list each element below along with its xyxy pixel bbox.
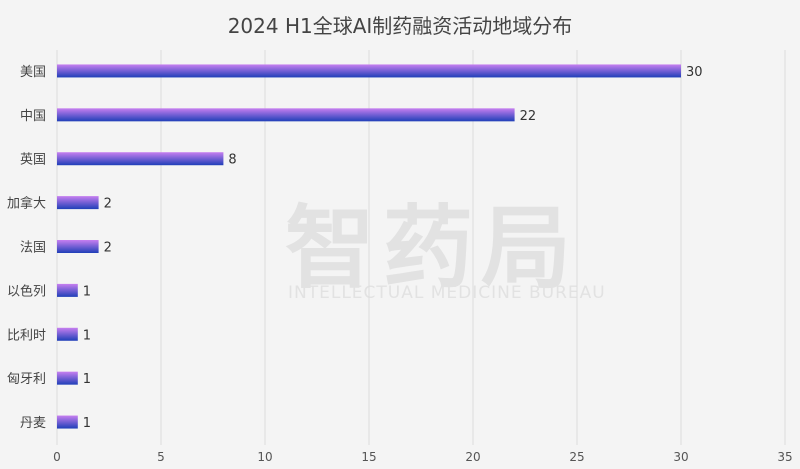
bar <box>57 371 78 385</box>
bar <box>57 108 515 122</box>
chart-title: 2024 H1全球AI制药融资活动地域分布 <box>227 14 573 38</box>
bar <box>57 283 78 297</box>
y-category-label: 比利时 <box>7 328 46 343</box>
bar <box>57 152 224 166</box>
data-label: 30 <box>686 65 703 80</box>
y-category-label: 英国 <box>20 153 46 168</box>
watermark-logo: 智药局 <box>285 196 579 301</box>
bar <box>57 240 99 253</box>
data-label: 1 <box>83 416 91 431</box>
data-label: 1 <box>83 372 91 387</box>
y-category-label: 丹麦 <box>20 416 46 431</box>
y-category-label: 中国 <box>20 109 46 124</box>
bar <box>57 415 78 429</box>
watermark-subtitle: INTELLECTUAL MEDICINE BUREAU <box>288 283 606 303</box>
bar <box>57 327 78 341</box>
data-label: 8 <box>228 153 236 168</box>
y-category-label: 以色列 <box>7 283 46 299</box>
data-label: 2 <box>104 197 112 212</box>
x-tick-label: 5 <box>157 450 165 464</box>
x-tick-label: 35 <box>777 450 792 464</box>
y-category-label: 匈牙利 <box>7 372 46 387</box>
y-category-label: 加拿大 <box>7 196 46 212</box>
data-label: 1 <box>83 284 91 299</box>
bar <box>57 196 99 210</box>
x-tick-label: 10 <box>257 450 272 464</box>
x-tick-label: 15 <box>361 450 376 464</box>
data-label: 2 <box>104 241 112 256</box>
bar <box>57 64 681 78</box>
x-tick-label: 30 <box>673 450 688 464</box>
y-category-label: 美国 <box>20 65 46 80</box>
x-tick-label: 20 <box>465 450 480 464</box>
y-category-label: 法国 <box>20 241 46 256</box>
x-tick-label: 25 <box>569 450 584 464</box>
data-label: 22 <box>520 109 537 124</box>
data-label: 1 <box>83 328 91 343</box>
x-tick-label: 0 <box>53 450 61 464</box>
